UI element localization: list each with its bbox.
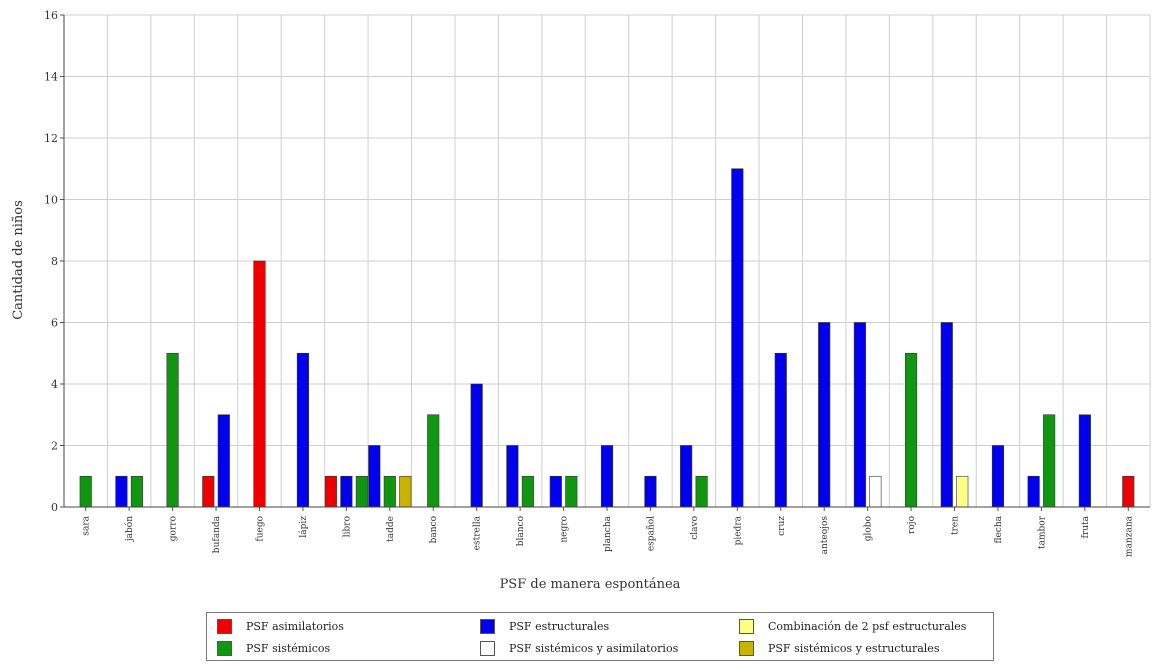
y-tick-label: 14 [44,71,58,84]
axes: 0 2 4 6 8 10 12 14 16 sara jabón gorro bufanda fuego l… [44,9,1150,557]
bar [644,475,657,508]
bar [956,475,969,508]
bar [521,475,534,508]
y-tick-label: 2 [51,440,58,453]
bar [940,322,953,508]
bar [869,475,882,508]
bar [1078,414,1091,508]
legend-item-asimilatorios: PSF asimilatorios [217,616,344,636]
x-axis-label: PSF de manera espontánea [500,577,681,592]
bar [253,260,266,508]
x-tick-label: flecha [994,515,1004,543]
bar [549,475,562,508]
y-tick-label: 16 [44,9,58,22]
legend: PSF asimilatorios PSF estructurales Comb… [206,612,994,661]
x-tick-label: tadde [386,516,396,542]
bar [399,475,412,508]
x-tick-label: estrella [473,515,483,550]
bar [818,322,831,508]
legend-label: Combinación de 2 psf estructurales [768,619,967,633]
legend-item-sistemicos-asimilatorios: PSF sistémicos y asimilatorios [480,638,678,658]
legend-swatch [480,618,495,634]
bar [853,322,866,508]
bars [79,168,1135,508]
bar [565,475,578,508]
bar-chart: 0 2 4 6 8 10 12 14 16 sara jabón gorro bufanda fuego l… [11,9,1151,592]
y-tick-label: 12 [44,132,58,145]
bar [1043,414,1056,508]
x-tick-label: cruz [777,516,787,536]
bar [79,475,92,508]
legend-item-sistemicos: PSF sistémicos [217,638,330,658]
grid-lines [63,14,1151,508]
legend-swatch [217,618,232,634]
bar [905,352,918,508]
legend-label: PSF asimilatorios [246,619,344,633]
bar [115,475,128,508]
y-tick-label: 10 [44,194,58,207]
x-tick-label: banco [429,516,439,543]
legend-label: PSF sistémicos y estructurales [768,641,940,655]
legend-swatch [217,640,232,656]
bar [202,475,215,508]
x-tick-label: clavo [690,516,700,540]
bar [340,475,353,508]
bar [166,352,179,508]
bar [324,475,337,508]
legend-label: PSF sistémicos y asimilatorios [509,641,679,655]
y-tick-label: 6 [51,317,58,330]
legend-label: PSF sistémicos [246,641,331,655]
legend-item-estructurales: PSF estructurales [480,616,609,636]
x-tick-label: fuego [255,516,265,542]
x-tick-label: libro [342,516,352,537]
bar [695,475,708,508]
bar [355,475,368,508]
y-axis-label: Cantidad de niños [11,200,26,320]
x-tick-label: plancha [603,515,613,552]
bar [470,383,483,508]
bar [1027,475,1040,508]
y-tick-label: 8 [51,255,58,268]
x-tick-label: tambor [1037,515,1047,549]
y-tick-label: 0 [51,501,58,514]
legend-label: PSF estructurales [509,619,610,633]
x-tick-label: globo [864,516,874,541]
x-tick-label: tren [951,516,961,535]
x-tick-label: español [646,516,656,551]
x-tick-label: anteojos [820,516,830,555]
x-tick-label: gorro [169,516,179,541]
legend-swatch [739,640,754,656]
legend-swatch [480,640,495,656]
bar [130,475,143,508]
x-tick-label: jabón [124,516,135,542]
x-tick-label: bufanda [212,515,222,553]
bar [427,414,440,508]
bar [1122,475,1135,508]
bar [296,352,309,508]
x-tick-label: blanco [516,516,526,546]
x-tick-label: manzana [1124,515,1134,557]
y-tick-label: 4 [51,378,58,391]
bar [774,352,787,508]
bar [383,475,396,508]
x-tick-label: negro [560,516,570,543]
legend-swatch [739,618,754,634]
bar [217,414,230,508]
bar [991,445,1005,508]
x-tick-label: piedra [733,515,743,545]
bar [600,445,614,508]
bar [506,445,519,508]
x-tick-label: sara [82,515,92,535]
bar [731,168,744,508]
x-tick-label: rojo [907,516,917,534]
x-tick-label: fruta [1081,515,1091,538]
x-tick-label: lápiz [298,516,309,538]
bar [368,445,381,508]
legend-item-combinacion-estructurales: Combinación de 2 psf estructurales [739,616,966,636]
bar [680,445,693,508]
legend-item-sistemicos-estructurales: PSF sistémicos y estructurales [739,638,939,658]
